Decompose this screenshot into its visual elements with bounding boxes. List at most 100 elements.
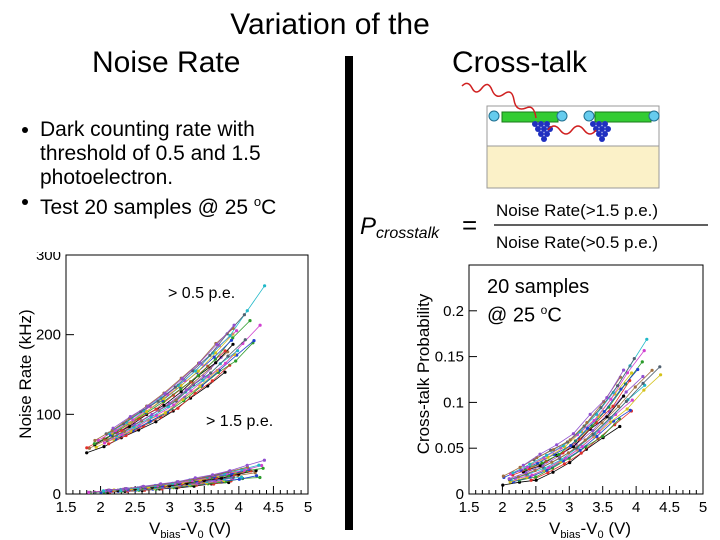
data-point [263, 284, 267, 288]
data-point [568, 438, 572, 442]
data-point [215, 342, 219, 346]
data-point [538, 464, 542, 468]
crosstalk-formula: P crosstalk = Noise Rate(>1.5 p.e.) Nois… [360, 201, 708, 252]
quench-resistor-2 [556, 110, 568, 122]
data-point [94, 445, 98, 449]
data-point [529, 478, 533, 482]
series-line [108, 459, 265, 491]
data-point [580, 444, 584, 449]
title-noise-rate: Noise Rate [92, 46, 241, 79]
data-point [96, 438, 100, 442]
data-point [551, 448, 556, 452]
data-point [163, 391, 167, 395]
quench-resistor-3 [583, 110, 595, 122]
x-tick-label: 5 [699, 499, 707, 516]
series-line [94, 320, 251, 445]
data-point [255, 474, 259, 478]
data-point [85, 446, 89, 450]
x-tick-label: 2 [498, 499, 506, 516]
data-point [592, 418, 596, 423]
x-axis-label: Vbias-V0 (V) [549, 519, 631, 540]
data-point [538, 452, 542, 456]
data-point [622, 394, 626, 398]
data-point [242, 468, 246, 472]
data-point [533, 468, 537, 473]
y-axis-label: Noise Rate (kHz) [16, 309, 35, 438]
avalanche-right [590, 121, 611, 142]
data-point [167, 401, 171, 405]
x-tick-label: 2.5 [125, 499, 146, 516]
data-point [124, 487, 128, 491]
data-point [258, 323, 262, 327]
x-tick-label: 4.5 [659, 499, 680, 516]
data-point [215, 368, 219, 373]
y-tick-label: 0.2 [443, 303, 464, 320]
data-point [585, 426, 590, 430]
data-point [141, 484, 145, 488]
photon-wave-icon [461, 82, 537, 119]
data-point [642, 388, 646, 392]
data-point [641, 381, 645, 385]
data-point [159, 482, 163, 486]
data-point [625, 407, 629, 411]
data-point [131, 418, 135, 422]
data-point [571, 432, 575, 436]
data-point [101, 489, 105, 493]
data-point [534, 475, 538, 479]
data-point [189, 389, 193, 393]
x-axis-label-part: V [549, 519, 561, 538]
data-point [600, 421, 604, 425]
data-point [163, 411, 167, 415]
data-point [150, 412, 154, 417]
data-point [658, 365, 662, 369]
x-axis-label-part: (V) [204, 519, 231, 538]
bullet-item-1: Dark counting rate with threshold of 0.5… [22, 118, 322, 190]
data-point [534, 478, 538, 482]
title-cross-talk: Cross-talk [452, 46, 588, 79]
bullet-dot-icon [22, 199, 28, 205]
data-point [591, 432, 595, 436]
data-point [650, 368, 654, 372]
avalanche-left [532, 121, 553, 142]
formula-equals: = [462, 210, 477, 240]
data-point [173, 385, 177, 389]
samples-line-2-prefix: @ 25 [487, 304, 541, 327]
bullet-item-2: Test 20 samples @ 25 oC [22, 190, 322, 220]
x-tick-label: 3.5 [592, 499, 613, 516]
data-point [605, 415, 609, 419]
data-point [237, 477, 241, 481]
data-point [630, 398, 634, 402]
samples-line-2-suffix: C [547, 304, 562, 327]
annotation-label: > 1.5 p.e. [206, 413, 273, 430]
data-point [611, 390, 615, 395]
y-tick-label: 0.15 [435, 349, 464, 366]
data-point [193, 369, 198, 373]
data-point [211, 473, 215, 477]
data-point [622, 368, 626, 372]
data-point [618, 424, 622, 429]
series-line [502, 426, 621, 486]
data-point [262, 458, 266, 462]
data-point [518, 465, 522, 469]
y-tick-label: 0.1 [443, 394, 464, 411]
data-point [624, 399, 628, 403]
data-point [645, 337, 649, 341]
data-point [223, 361, 228, 365]
x-axis-label-part: V [149, 519, 161, 538]
data-point [172, 403, 176, 407]
x-tick-label: 3 [166, 499, 174, 516]
formula-denominator: Noise Rate(>0.5 p.e.) [496, 233, 658, 252]
y-tick-label: 100 [36, 406, 61, 423]
data-point [617, 404, 621, 408]
data-point [210, 379, 214, 383]
data-point [258, 475, 262, 480]
data-point [171, 393, 175, 397]
data-point [102, 441, 107, 445]
data-point [540, 461, 544, 465]
data-point [214, 361, 218, 365]
data-point [602, 410, 606, 414]
data-point [605, 396, 609, 400]
data-point [640, 360, 644, 364]
data-point [562, 462, 567, 466]
x-axis-label-part: (V) [604, 519, 631, 538]
